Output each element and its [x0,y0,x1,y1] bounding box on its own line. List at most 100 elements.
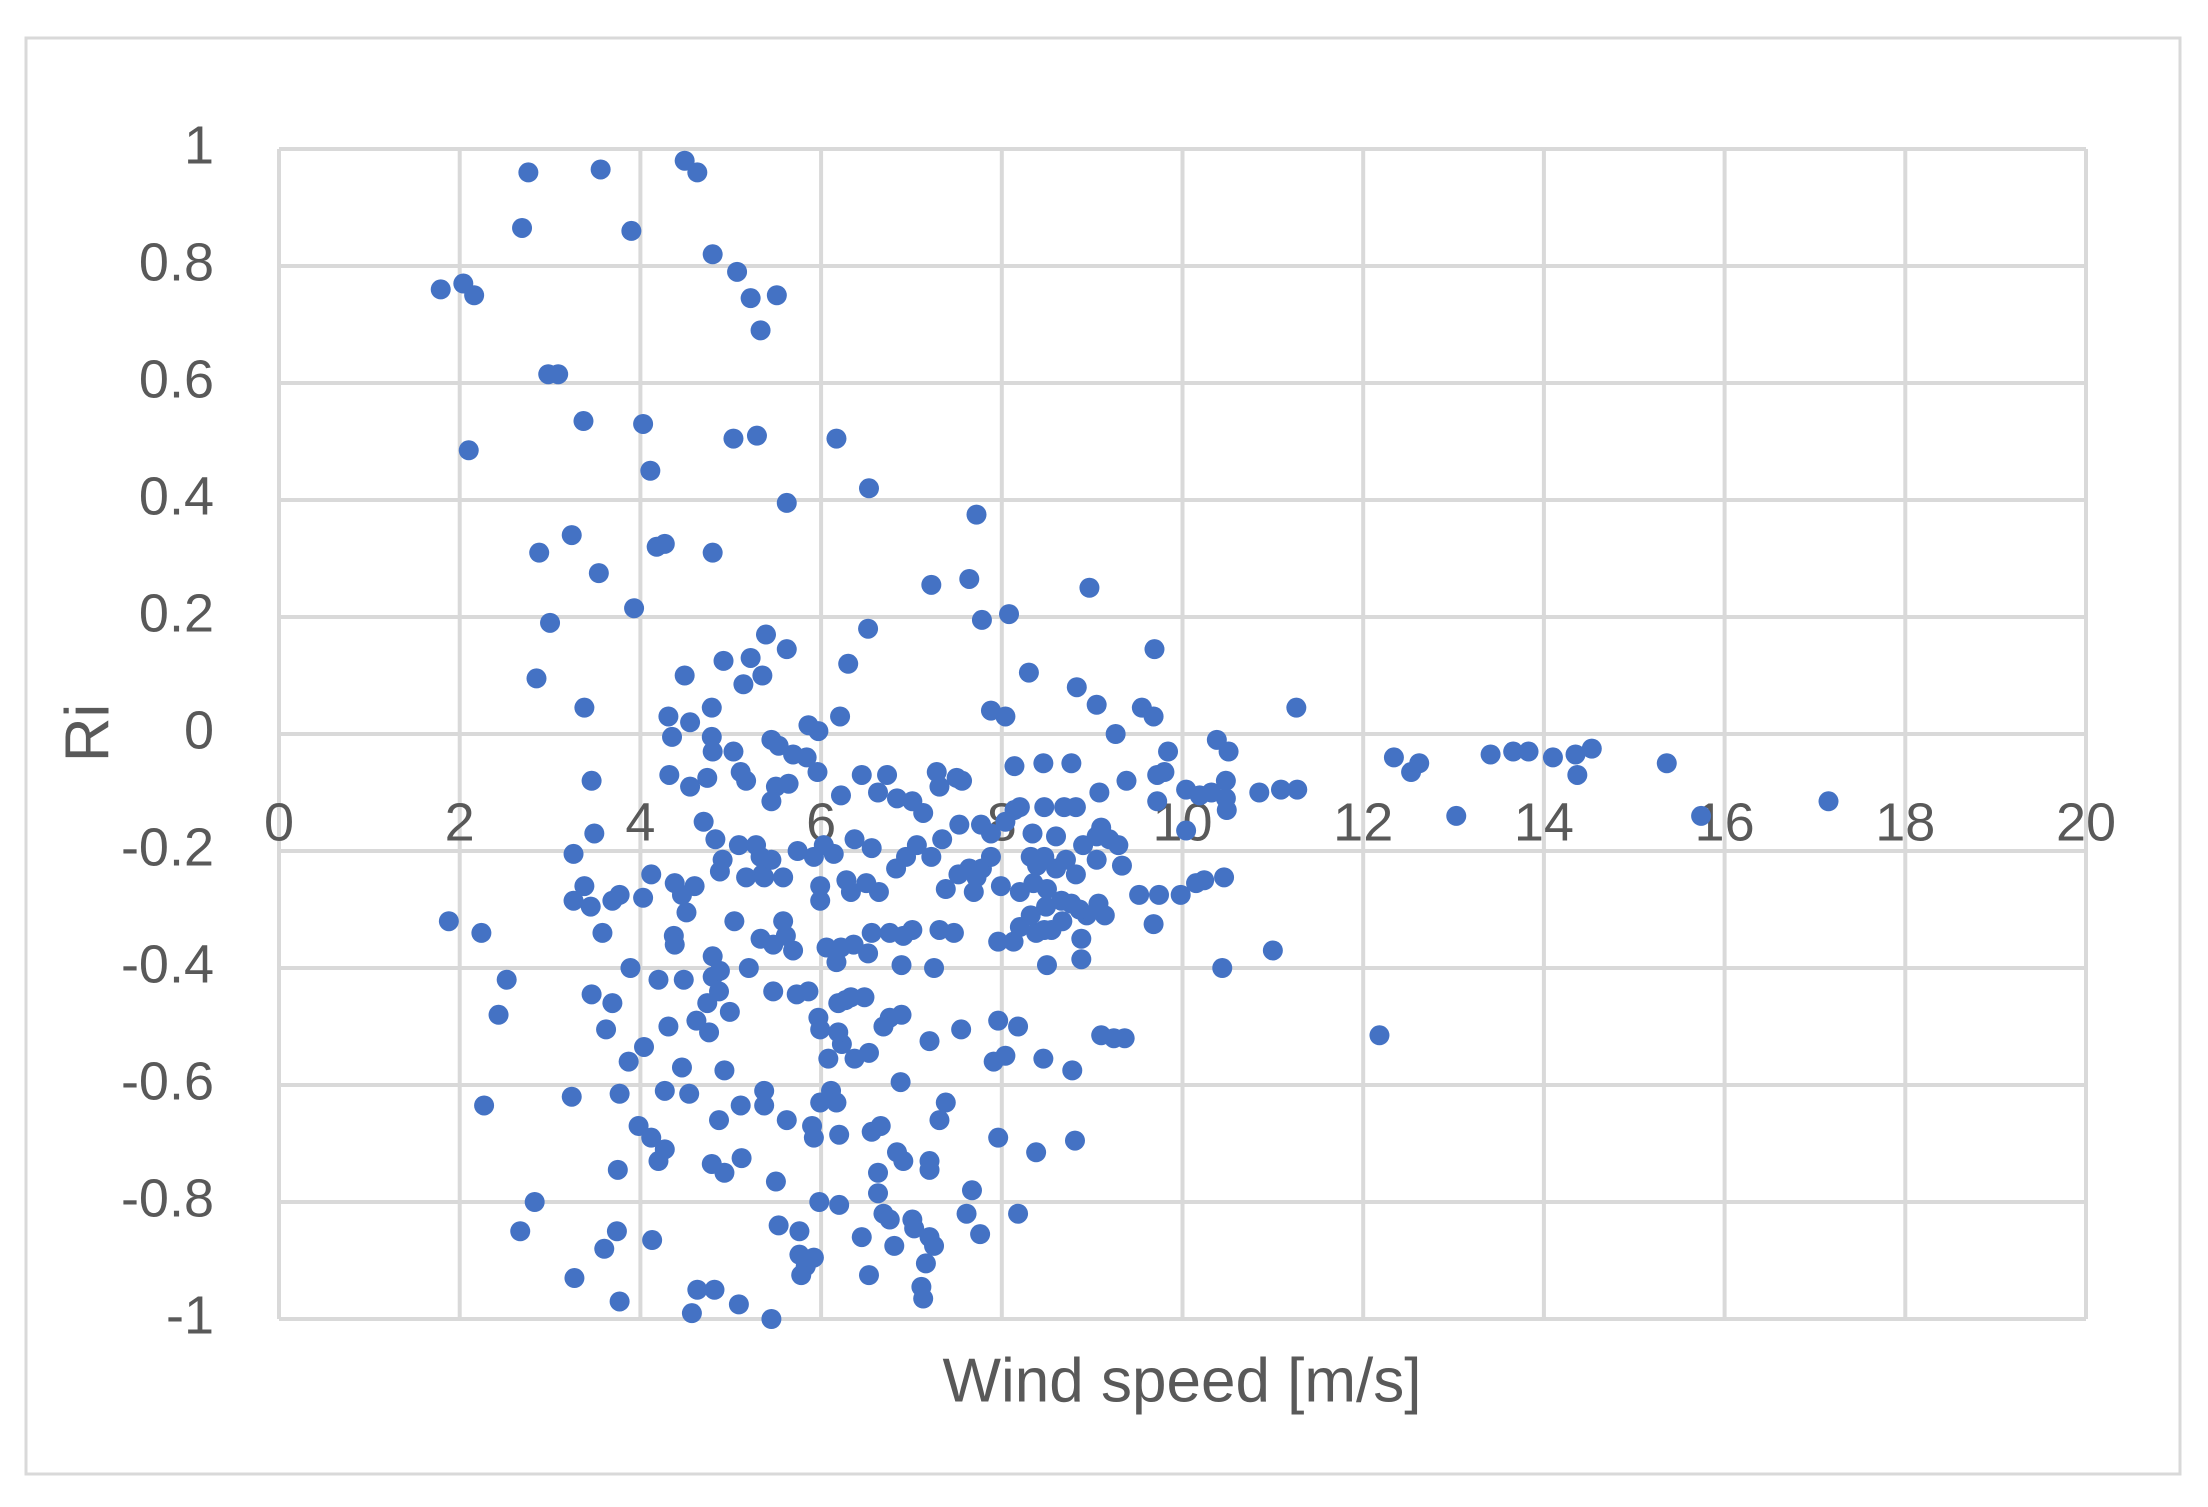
point [911,1276,932,1297]
point [810,1019,831,1040]
point [1214,867,1235,888]
point [768,1215,789,1236]
point [1114,1028,1135,1049]
point [628,1115,649,1136]
point [1046,826,1067,847]
point [676,902,697,923]
point [573,411,594,432]
y-tick-label: 0 [184,700,214,760]
point [766,285,787,306]
point [902,919,923,940]
y-tick-label: -1 [166,1285,214,1345]
point [1170,884,1191,905]
point [816,937,837,958]
point [464,285,485,306]
y-tick-label: -0.6 [121,1051,214,1111]
point [730,1095,751,1116]
point [1143,914,1164,935]
point [641,864,662,885]
labels: -1-0.8-0.6-0.4-0.200.20.40.60.8102468101… [121,115,2116,1345]
point [765,1171,786,1192]
point [808,721,829,742]
point [921,846,942,867]
point [709,861,730,882]
point [858,478,879,499]
point [1055,849,1076,870]
point [713,650,734,671]
point [783,940,804,961]
point [1212,958,1233,978]
point [1270,779,1291,800]
point [851,764,872,785]
point [798,981,819,1002]
point [1108,835,1129,856]
point [648,969,669,990]
point [740,647,761,668]
point [761,849,782,870]
point [879,1209,900,1230]
point [680,712,701,733]
point [904,1218,925,1239]
point [620,958,641,978]
point [851,1227,872,1248]
point [1033,753,1054,774]
point [681,1303,702,1324]
point [699,1022,720,1043]
point [1071,928,1092,949]
point [1033,1048,1054,1069]
point [951,1019,972,1040]
point [658,706,679,727]
point [674,665,695,686]
point [674,150,695,171]
point [624,598,645,619]
point [988,931,1009,952]
point [810,1092,831,1113]
point [1518,741,1539,762]
point [886,858,907,879]
point [1218,741,1239,762]
point [1066,677,1087,698]
point [529,542,550,563]
point [943,922,964,943]
point [581,984,602,1005]
point [826,1092,847,1113]
point [594,1238,615,1259]
point [1111,855,1132,876]
point [1036,879,1057,900]
point [1262,940,1283,961]
point [607,1159,628,1180]
point [924,958,945,978]
point [915,1253,936,1274]
point [561,1086,582,1107]
point [564,1268,585,1289]
point [714,1060,735,1081]
point [641,1127,662,1148]
point [709,981,730,1002]
y-tick-label: 0.2 [139,583,214,643]
y-tick-label: -0.8 [121,1168,214,1228]
point [723,428,744,449]
point [990,876,1011,897]
y-axis-title: Ri [53,704,122,763]
point [701,726,722,747]
point [574,876,595,897]
point [540,612,561,633]
point [609,884,630,905]
point [1154,762,1175,783]
point [1079,577,1100,598]
point [1086,694,1107,715]
point [1286,697,1307,718]
point [893,1151,914,1172]
point [642,1230,663,1251]
point [858,618,879,639]
point [952,770,973,791]
point [1062,1060,1083,1081]
point [988,1127,1009,1148]
point [563,843,584,864]
point [686,1010,707,1031]
point [761,791,782,812]
point [755,624,776,645]
point [810,876,831,897]
point [823,843,844,864]
point [526,668,547,689]
